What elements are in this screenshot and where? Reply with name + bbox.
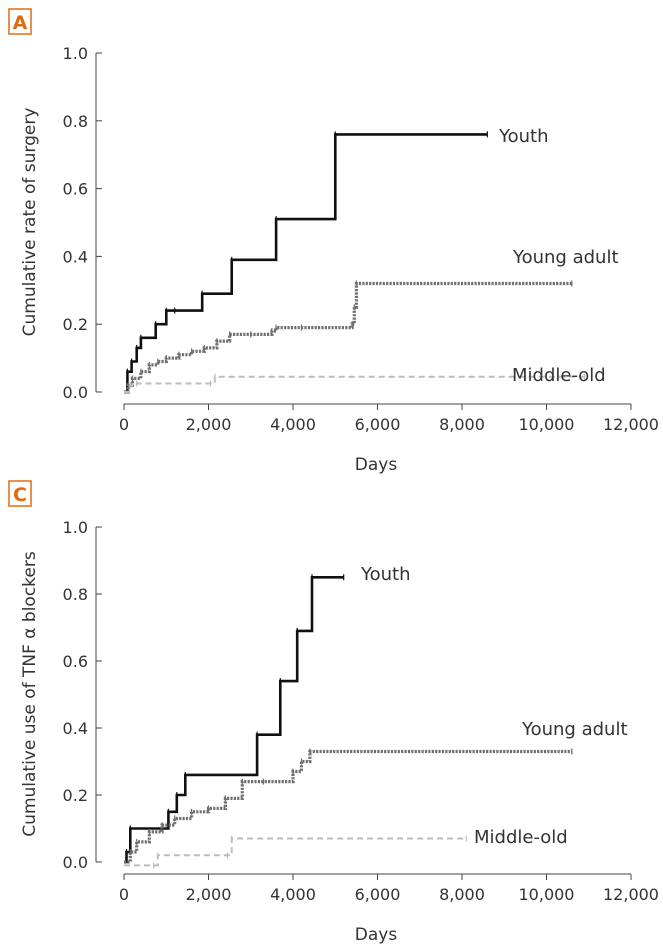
panel-c-x-tick-label: 4,000 <box>270 885 316 904</box>
panel-c-y-tick-label: 1.0 <box>63 518 88 537</box>
panel-c-series: Youth Young adult Middle-old <box>124 564 628 869</box>
panel-a-y-tick-label: 1.0 <box>63 44 88 63</box>
panel-c-x-tick-label: 6,000 <box>355 885 401 904</box>
panel-a-y-tick-label: 0.4 <box>63 247 88 266</box>
panel-a-series-youth-line <box>124 133 488 394</box>
panel-a-x-tick-label: 4,000 <box>270 415 316 434</box>
panel-a-series-label-middle-old: Middle-old <box>512 365 606 386</box>
panel-c-x-tick-label: 2,000 <box>186 885 232 904</box>
panel-c-axes: 0.0 0.2 0.4 0.6 0.8 1.0 0 2,000 4,000 6,000 8,000 1… <box>63 518 659 904</box>
panel-a-x-tick-label: 8,000 <box>439 415 485 434</box>
panel-a-series: Youth Young adult Middle-old <box>124 126 619 394</box>
panel-c-y-tick-label: 0.2 <box>63 786 88 805</box>
panel-c-series-label-youth: Youth <box>360 564 411 585</box>
panel-c-y-title: Cumulative use of TNF α blockers <box>20 551 40 837</box>
panel-c-x-tick-label: 12,000 <box>603 885 659 904</box>
panel-a-x-title: Days <box>355 455 398 475</box>
panel-a-axes: 0.0 0.2 0.4 0.6 0.8 1.0 0 2,000 4,000 6,000 8,000 1… <box>63 44 659 434</box>
panel-a-letter-box <box>8 8 32 35</box>
panel-a-x-tick-label: 2,000 <box>186 415 232 434</box>
panel-c-x-tick-label: 8,000 <box>439 885 485 904</box>
panel-c-letter-box <box>8 480 32 507</box>
panel-c-series-label-young-adult: Young adult <box>521 719 628 740</box>
panel-a: A 0.0 0.2 0.4 0.6 0.8 1.0 0 2,000 4,000 6,000 8,00… <box>8 8 659 475</box>
panel-c-series-label-middle-old: Middle-old <box>474 827 568 848</box>
panel-a-letter: A <box>13 12 28 34</box>
panel-c-series-young-adult-line <box>124 749 572 864</box>
panel-a-x-tick-label: 0 <box>119 415 129 434</box>
panel-c-x-tick-label: 10,000 <box>519 885 575 904</box>
panel-c: C 0.0 0.2 0.4 0.6 0.8 1.0 0 2,000 4,000 6,000 8,00… <box>8 480 659 945</box>
panel-c-x-tick-label: 0 <box>119 885 129 904</box>
panel-c-y-tick-label: 0.4 <box>63 719 88 738</box>
panel-a-y-tick-label: 0.0 <box>63 383 88 402</box>
panel-c-x-title: Days <box>355 925 398 945</box>
panel-a-series-label-youth: Youth <box>498 126 549 147</box>
panel-a-y-tick-label: 0.6 <box>63 180 88 199</box>
panel-a-x-tick-label: 10,000 <box>519 415 575 434</box>
panel-a-y-tick-label: 0.8 <box>63 112 88 131</box>
panel-a-y-title: Cumulative rate of surgery <box>20 108 40 337</box>
panel-c-y-tick-label: 0.0 <box>63 853 88 872</box>
panel-a-series-label-young-adult: Young adult <box>512 247 619 268</box>
panel-c-series-youth-line <box>124 576 344 864</box>
panel-a-x-tick-label: 6,000 <box>355 415 401 434</box>
panel-a-y-tick-label: 0.2 <box>63 315 88 334</box>
panel-c-series-middle-old-line <box>124 837 467 867</box>
panel-c-letter: C <box>13 484 27 506</box>
panel-c-y-tick-label: 0.8 <box>63 585 88 604</box>
panel-c-y-tick-label: 0.6 <box>63 652 88 671</box>
panel-a-x-tick-label: 12,000 <box>603 415 659 434</box>
